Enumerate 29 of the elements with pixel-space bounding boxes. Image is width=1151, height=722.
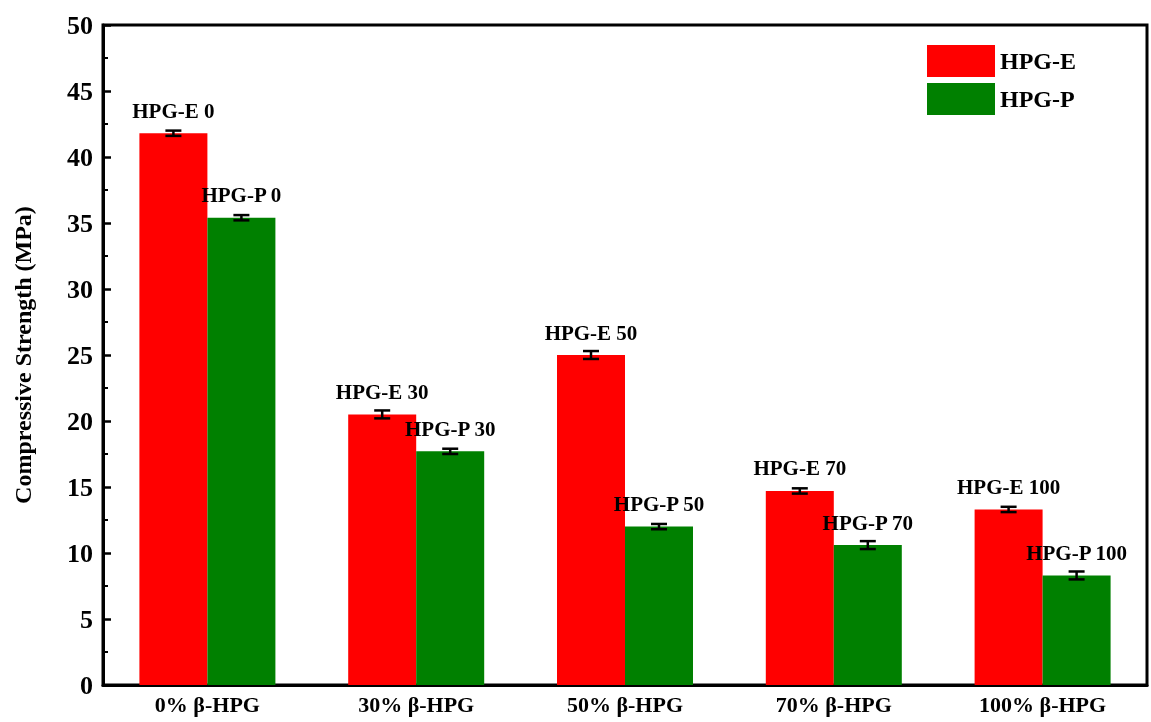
y-tick-label: 50 — [67, 10, 93, 40]
y-tick-label: 15 — [67, 472, 93, 502]
data-label: HPG-E 0 — [132, 98, 215, 123]
bar — [833, 545, 902, 685]
y-tick-label: 40 — [67, 142, 93, 172]
data-label: HPG-E 50 — [544, 320, 638, 345]
bar — [207, 217, 276, 685]
legend-label: HPG-E — [1000, 48, 1076, 74]
data-label: HPG-E 30 — [335, 379, 429, 404]
bar — [625, 526, 693, 685]
bar — [1042, 575, 1111, 685]
bar — [416, 451, 485, 685]
x-tick-label: 30% β-HPG — [358, 691, 475, 717]
x-tick-label: 0% β-HPG — [154, 691, 260, 717]
y-tick-label: 35 — [67, 208, 93, 238]
y-tick-label: 20 — [67, 406, 93, 436]
y-tick-label: 30 — [67, 274, 93, 304]
x-tick-label: 50% β-HPG — [566, 691, 684, 717]
data-label: HPG-E 100 — [956, 474, 1061, 499]
y-tick-label: 10 — [67, 538, 93, 568]
data-label: HPG-E 70 — [753, 456, 847, 481]
y-tick-label: 25 — [67, 340, 93, 370]
y-tick-label: 0 — [80, 670, 93, 700]
y-axis-title: Compressive Strength (MPa) — [10, 206, 36, 504]
y-tick-label: 5 — [80, 604, 93, 634]
x-tick-label: 100% β-HPG — [979, 691, 1107, 717]
x-tick-label: 70% β-HPG — [775, 691, 892, 717]
y-tick-label: 45 — [67, 76, 93, 106]
legend-label: HPG-P — [1000, 86, 1075, 112]
